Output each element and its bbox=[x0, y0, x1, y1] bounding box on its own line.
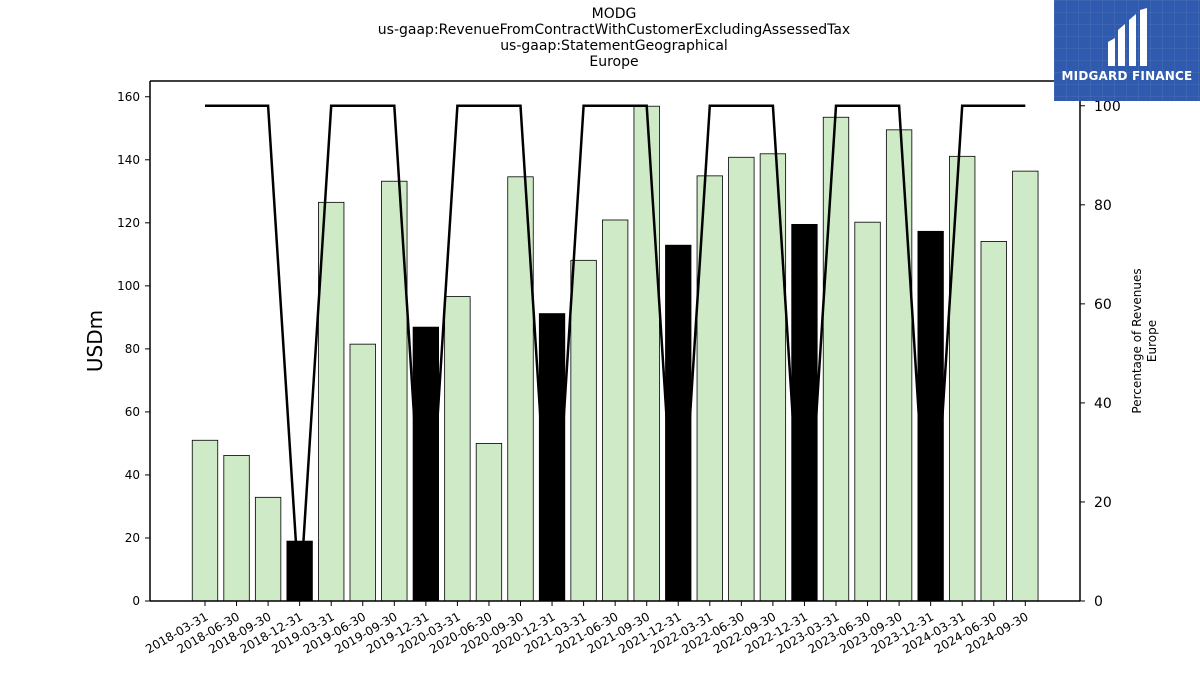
y-axis-title: USDm bbox=[83, 310, 107, 372]
bar-2024-06-30 bbox=[980, 241, 1007, 602]
bar-2020-06-30 bbox=[475, 443, 503, 602]
percentage-line bbox=[205, 104, 1026, 602]
y-tick-label-80: 80 bbox=[125, 342, 140, 356]
bar-2021-12-31 bbox=[665, 244, 692, 602]
logo-text: MIDGARD FINANCE bbox=[1061, 69, 1193, 83]
y-tick-label-160: 160 bbox=[117, 90, 140, 104]
bar-2022-12-31 bbox=[791, 223, 818, 602]
y-tick-label-40: 40 bbox=[125, 468, 140, 482]
y2-tick-label-60: 60 bbox=[1094, 297, 1112, 313]
chart-title: MODG us-gaap:RevenueFromContractWithCust… bbox=[314, 6, 914, 70]
y-tick-label-0: 0 bbox=[132, 594, 140, 608]
bar-2022-06-30 bbox=[728, 156, 755, 602]
y2-tick-label-100: 100 bbox=[1094, 99, 1121, 115]
y2-axis-title-line1: Percentage of Revenues bbox=[1130, 268, 1144, 413]
bar-2023-09-30 bbox=[885, 129, 913, 602]
bar-2023-03-31 bbox=[822, 116, 850, 602]
y2-axis-title-line2: Europe bbox=[1145, 320, 1159, 362]
y-tick-label-100: 100 bbox=[117, 279, 140, 293]
bar-2019-03-31 bbox=[318, 201, 345, 602]
bar-2018-03-31 bbox=[191, 439, 219, 602]
y-tick-label-140: 140 bbox=[117, 153, 140, 167]
bar-2019-06-30 bbox=[349, 343, 376, 602]
bar-2024-09-30 bbox=[1012, 170, 1039, 602]
bar-2023-12-31 bbox=[917, 230, 944, 602]
bar-2021-09-30 bbox=[633, 105, 660, 602]
midgard-finance-logo: MIDGARD FINANCE bbox=[1054, 0, 1200, 101]
y2-tick-label-80: 80 bbox=[1094, 198, 1112, 214]
bar-2018-09-30 bbox=[254, 496, 282, 602]
y2-tick-label-20: 20 bbox=[1094, 495, 1112, 511]
bar-2023-06-30 bbox=[854, 221, 881, 602]
title-statement: us-gaap:StatementGeographical bbox=[500, 38, 728, 54]
y2-tick-label-0: 0 bbox=[1094, 594, 1103, 610]
y-tick-label-60: 60 bbox=[125, 405, 140, 419]
title-segment: Europe bbox=[589, 54, 639, 70]
y-tick-label-120: 120 bbox=[117, 216, 140, 230]
bar-2018-06-30 bbox=[223, 454, 250, 602]
title-ticker: MODG bbox=[591, 6, 637, 22]
y-tick-label-20: 20 bbox=[125, 531, 140, 545]
title-metric: us-gaap:RevenueFromContractWithCustomerE… bbox=[377, 22, 851, 38]
bar-2022-09-30 bbox=[759, 153, 787, 602]
midgard-logo-icon bbox=[1108, 8, 1147, 66]
bar-2021-06-30 bbox=[602, 219, 629, 602]
bar-2021-03-31 bbox=[570, 259, 597, 602]
bar-2020-03-31 bbox=[444, 296, 471, 602]
bar-2024-03-31 bbox=[949, 155, 976, 602]
y2-tick-label-40: 40 bbox=[1094, 396, 1112, 412]
